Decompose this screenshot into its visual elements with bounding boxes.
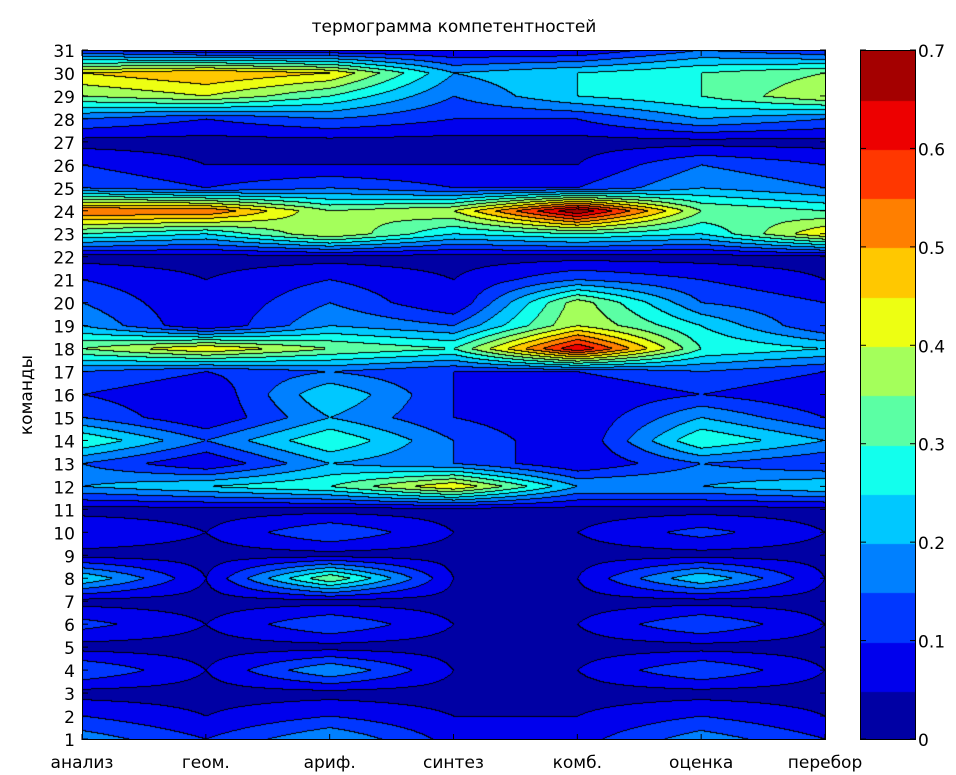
colorbar-tick-label: 0.1 (918, 633, 945, 653)
y-tick-label: 5 (64, 639, 75, 659)
y-tick-label: 21 (53, 272, 75, 292)
y-tick-label: 13 (53, 455, 75, 475)
y-tick-label: 6 (64, 616, 75, 636)
y-tick-label: 29 (53, 88, 75, 108)
colorbar-tick-label: 0.4 (918, 337, 945, 357)
y-tick-label: 1 (64, 731, 75, 751)
colorbar-tick-label: 0.3 (918, 436, 945, 456)
y-tick-label: 19 (53, 318, 75, 338)
y-tick-label: 10 (53, 524, 75, 544)
colorbar-tick-label: 0.6 (918, 140, 945, 160)
colorbar-ticks: 0 0.1 0.2 0.3 0.4 0.5 0.6 0.7 (860, 42, 945, 751)
y-axis-ticks: 1234567891011121314151617181920212223242… (53, 42, 826, 751)
x-tick-label: синтез (423, 753, 484, 773)
x-axis-ticks: анализ геом. ариф. синтез комб. оценка перебор (51, 50, 863, 773)
y-tick-label: 25 (53, 180, 75, 200)
y-tick-label: 14 (53, 432, 75, 452)
y-tick-label: 16 (53, 387, 75, 407)
y-tick-label: 31 (53, 42, 75, 62)
y-tick-label: 28 (53, 111, 75, 131)
x-tick-label: оценка (669, 753, 733, 773)
y-tick-label: 30 (53, 65, 75, 85)
y-tick-label: 15 (53, 409, 75, 429)
y-tick-label: 3 (64, 685, 75, 705)
y-tick-label: 22 (53, 249, 75, 269)
contour-plot-area (82, 50, 826, 740)
y-tick-label: 23 (53, 226, 75, 246)
y-tick-label: 20 (53, 295, 75, 315)
y-axis-label: команды (17, 355, 37, 435)
colorbar-tick-label: 0 (918, 731, 929, 751)
y-tick-label: 12 (53, 478, 75, 498)
y-tick-label: 17 (53, 364, 75, 384)
y-tick-label: 27 (53, 134, 75, 154)
y-tick-label: 8 (64, 570, 75, 590)
x-tick-label: геом. (182, 753, 230, 773)
y-tick-label: 9 (64, 547, 75, 567)
colorbar-frame (860, 50, 916, 740)
chart-title: термограмма компетентностей (312, 17, 597, 37)
y-tick-label: 2 (64, 708, 75, 728)
x-tick-label: перебор (788, 753, 863, 773)
colorbar-tick-label: 0.2 (918, 534, 945, 554)
x-tick-label: анализ (51, 753, 114, 773)
y-tick-label: 18 (53, 341, 75, 361)
y-tick-label: 24 (53, 203, 75, 223)
x-tick-label: ариф. (304, 753, 356, 773)
colorbar-tick-label: 0.7 (918, 42, 945, 62)
colorbar (860, 50, 916, 740)
colorbar-tick-label: 0.5 (918, 239, 945, 259)
plot-frame (82, 50, 826, 740)
y-tick-label: 7 (64, 593, 75, 613)
y-tick-label: 11 (53, 501, 75, 521)
x-tick-label: комб. (553, 753, 602, 773)
y-tick-label: 4 (64, 662, 75, 682)
y-tick-label: 26 (53, 157, 75, 177)
